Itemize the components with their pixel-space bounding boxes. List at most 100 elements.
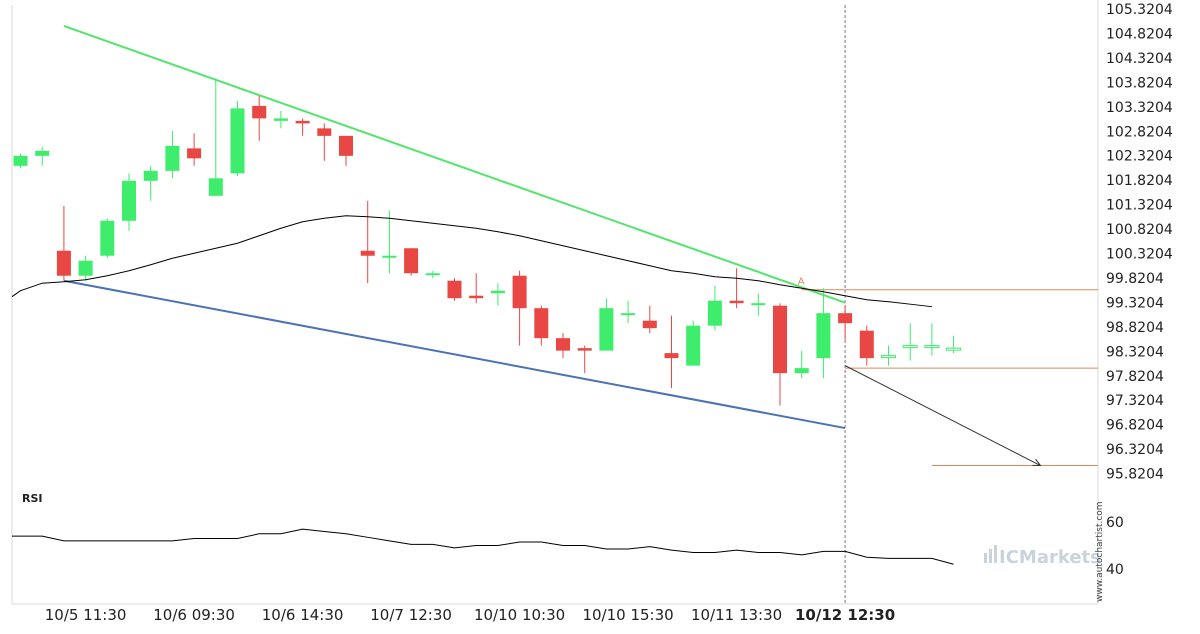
candle [187, 133, 202, 166]
candle-body [100, 220, 115, 256]
candle [469, 273, 484, 304]
pattern-overlays: A [63, 5, 1098, 604]
candle-body [35, 150, 50, 156]
candle [816, 288, 831, 379]
moving-average [11, 215, 932, 308]
price-tick-label: 100.8204 [1106, 222, 1173, 238]
candle-body [382, 255, 397, 258]
candle-body [577, 348, 592, 351]
candle [404, 248, 419, 276]
rsi-tick-label: 60 [1106, 515, 1124, 531]
candle [664, 315, 679, 389]
candle-body [924, 345, 940, 349]
candle [143, 165, 158, 201]
candle-body [902, 345, 918, 349]
candle-body [816, 313, 831, 359]
candle [122, 173, 136, 231]
time-tick-label: 10/12 12:30 [795, 606, 895, 624]
candle-body [13, 155, 28, 166]
rsi-panel: RSI 60 40 [12, 492, 1124, 578]
credit-text: www.autochartist.com [1095, 501, 1105, 602]
price-tick-label: 105.3204 [1106, 2, 1173, 18]
support-line [63, 279, 846, 430]
candle-body [273, 118, 288, 121]
price-panel-frame [11, 0, 1099, 605]
candle-body [599, 308, 614, 351]
price-tick-label: 102.3204 [1106, 149, 1173, 165]
candle-body [317, 128, 332, 136]
price-tick-label: 96.8204 [1106, 418, 1164, 434]
rsi-tick-label: 40 [1106, 562, 1124, 578]
candle-body [56, 250, 71, 276]
candle-body [707, 300, 722, 326]
rsi-line [12, 528, 954, 565]
candle [100, 218, 115, 259]
candle-body [794, 368, 809, 374]
candle-body [425, 273, 440, 276]
price-tick-label: 97.8204 [1106, 369, 1164, 385]
time-tick-label: 10/5 11:30 [45, 606, 127, 624]
candle [946, 335, 962, 354]
price-tick-label: 98.3204 [1106, 344, 1164, 360]
candle [360, 200, 375, 284]
candle-body [664, 353, 679, 359]
candle-body [534, 308, 549, 339]
candle [534, 305, 549, 346]
candle-body [469, 295, 484, 299]
candle [490, 283, 505, 306]
candle-body [339, 135, 353, 156]
price-tick-label: 99.8204 [1106, 271, 1164, 287]
candle [686, 320, 701, 366]
candle [642, 305, 657, 334]
candle-body [512, 275, 527, 309]
moving-average-line [11, 215, 932, 308]
candle [339, 135, 353, 166]
candle-body [404, 248, 419, 274]
candle-body [360, 250, 375, 256]
candle [13, 153, 28, 169]
candle [794, 350, 809, 379]
price-tick-label: 96.3204 [1106, 442, 1164, 458]
watermark-logo: ICMarkets [984, 545, 1101, 568]
axis-labels: 105.3204 104.8204 104.3204 103.8204 103.3204… [45, 2, 1173, 624]
price-tick-label: 101.8204 [1106, 173, 1173, 189]
price-tick-label: 99.3204 [1106, 295, 1164, 311]
candle-body [122, 180, 136, 221]
candle-body [165, 145, 180, 171]
candle-body [208, 178, 223, 196]
pattern-point-label: A [798, 277, 805, 288]
candle-body [447, 280, 462, 299]
candle [902, 323, 918, 361]
candle-body [78, 260, 93, 276]
candle-body [751, 303, 766, 306]
branding: ICMarkets www.autochartist.com [984, 501, 1105, 602]
candle-body [773, 305, 787, 374]
candle [577, 345, 592, 374]
time-tick-label: 10/10 10:30 [474, 606, 565, 624]
candle [165, 130, 180, 179]
candle [859, 325, 874, 366]
time-tick-label: 10/11 13:30 [691, 606, 782, 624]
candle-body [252, 105, 267, 119]
candle [273, 110, 288, 129]
candle [512, 270, 527, 346]
candle [230, 100, 245, 176]
candle [838, 305, 853, 341]
price-tick-label: 103.8204 [1106, 75, 1173, 91]
candle [751, 293, 766, 316]
price-tick-label: 103.3204 [1106, 100, 1173, 116]
candle [599, 298, 614, 351]
candle [773, 303, 787, 406]
candle-body [556, 338, 570, 351]
candle-body [187, 148, 202, 159]
candle-body [621, 313, 636, 316]
price-tick-label: 98.8204 [1106, 320, 1164, 336]
candle-body [686, 325, 701, 366]
candle-body [143, 170, 158, 181]
candle [447, 278, 462, 301]
candle-body [729, 300, 744, 304]
candle-body [838, 313, 853, 324]
price-tick-label: 102.8204 [1106, 124, 1173, 140]
candle [35, 146, 50, 166]
resistance-line [63, 25, 846, 304]
